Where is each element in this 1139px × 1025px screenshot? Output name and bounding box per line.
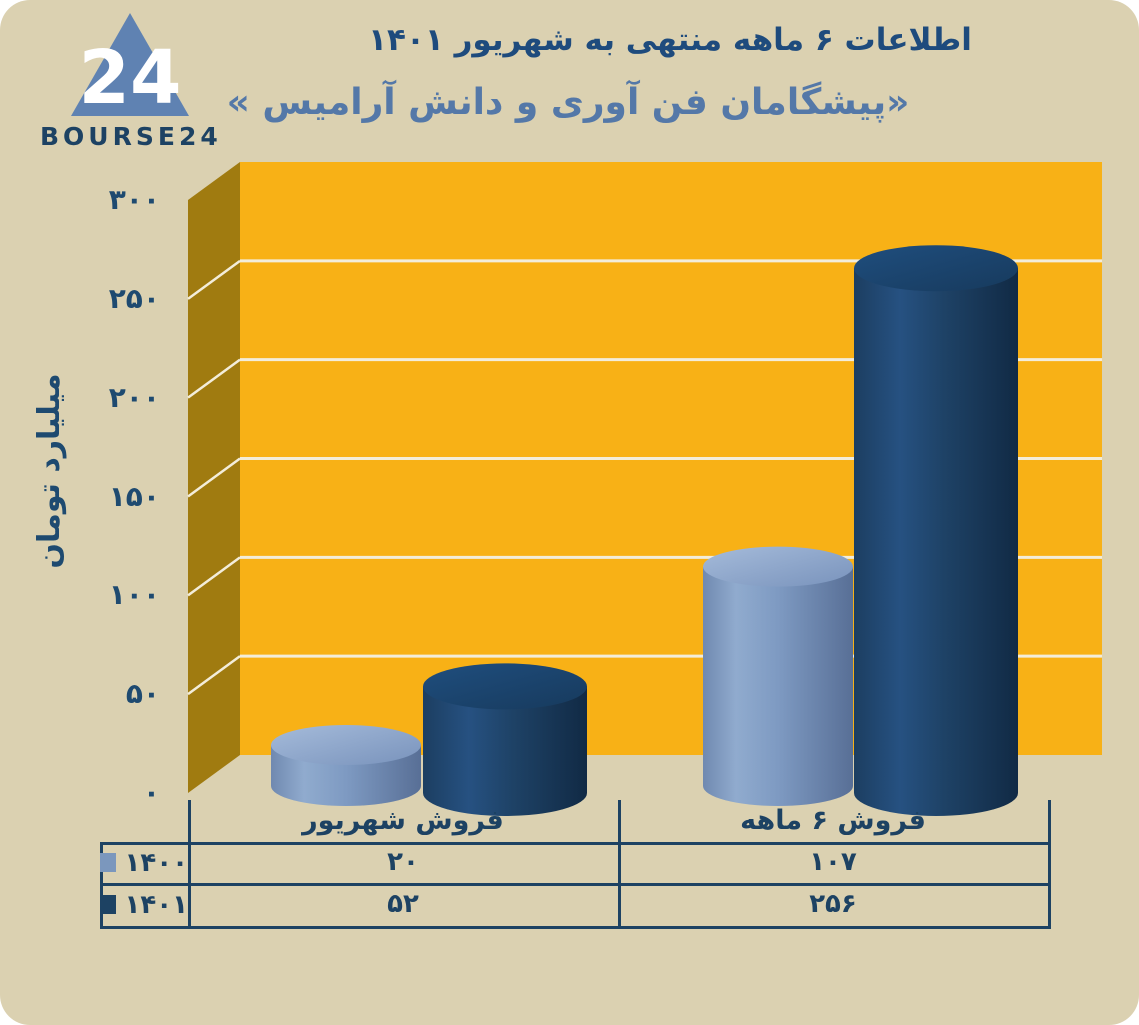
table-line-v1	[188, 800, 191, 926]
cylinder-bar-series0-cat1-top	[703, 546, 853, 587]
category-label-0: فروش شهریور	[302, 805, 504, 836]
y-tick-label-50: ۵۰	[125, 677, 160, 710]
y-tick-label-100: ۱۰۰	[108, 578, 160, 611]
table-line-middle	[100, 883, 1051, 886]
table-line-top	[100, 842, 1051, 845]
table-line-legend-left	[100, 842, 103, 926]
bourse24-triangle-icon: 24	[71, 13, 189, 120]
gridline-side-150	[187, 457, 241, 498]
cylinder-bar-series1-cat1-top	[854, 245, 1018, 292]
cylinder-bar-series1-cat0-top	[423, 663, 587, 710]
y-tick-label-300: ۳۰۰	[108, 183, 160, 216]
bourse24-logo: 24 BOURSE24	[40, 10, 222, 151]
legend-cell-1: ۱۴۰۱	[100, 883, 188, 926]
value-cell-series0-cat0: ۲۰	[387, 847, 419, 877]
table-line-v2	[618, 800, 621, 926]
legend-label-1: ۱۴۰۱	[124, 889, 188, 920]
gridline-side-50	[187, 655, 241, 696]
chart-subtitle: «پیشگامان فن آوری و دانش آرامیس »	[226, 82, 910, 123]
category-label-1: فروش ۶ ماهه	[740, 805, 926, 836]
table-line-right	[1048, 800, 1051, 926]
value-cell-series1-cat1: ۲۵۶	[809, 889, 857, 919]
legend-swatch-0	[100, 853, 116, 872]
logo-number: 24	[79, 35, 182, 120]
y-tick-label-250: ۲۵۰	[108, 282, 160, 315]
cylinder-bar-series1-cat1	[854, 268, 1018, 793]
logo-text: BOURSE24	[40, 122, 222, 151]
gridline-side-200	[187, 358, 241, 399]
legend-cell-0: ۱۴۰۰	[100, 842, 188, 883]
chart-title: اطلاعات ۶ ماهه منتهی به شهریور ۱۴۰۱	[368, 22, 972, 58]
value-cell-series1-cat0: ۵۲	[387, 889, 419, 919]
table-line-bottom	[100, 926, 1051, 929]
cylinder-bar-series0-cat1	[703, 566, 853, 786]
y-tick-label-200: ۲۰۰	[108, 381, 160, 414]
y-tick-label-150: ۱۵۰	[108, 480, 160, 513]
legend-label-0: ۱۴۰۰	[124, 847, 188, 878]
y-tick-label-0: ۰	[142, 776, 160, 809]
cylinder-bar-series0-cat0-top	[271, 725, 421, 765]
legend-swatch-1	[100, 895, 116, 914]
gridline-side-100	[187, 556, 241, 597]
gridline-side-250	[187, 259, 241, 300]
value-cell-series0-cat1: ۱۰۷	[809, 847, 857, 877]
